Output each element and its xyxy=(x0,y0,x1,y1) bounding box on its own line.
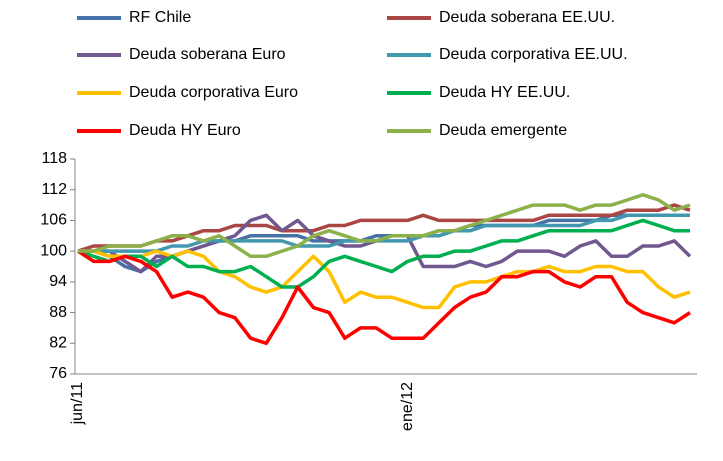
legend-label: Deuda soberana Euro xyxy=(129,46,286,63)
y-tick-label: 76 xyxy=(49,365,67,382)
legend-label: Deuda emergente xyxy=(439,122,567,139)
y-tick-label: 88 xyxy=(49,304,67,321)
legend-label: RF Chile xyxy=(129,9,191,26)
series-line xyxy=(77,203,691,253)
y-tick-label: 94 xyxy=(49,273,67,290)
y-tick-label: 82 xyxy=(49,335,67,352)
y-tick-label: 106 xyxy=(40,212,67,229)
x-tick-label: ene/12 xyxy=(399,382,416,431)
series-line xyxy=(78,249,691,310)
series-line xyxy=(78,193,691,259)
legend-label: Deuda corporativa Euro xyxy=(129,84,298,101)
y-tick-label: 118 xyxy=(41,150,67,167)
series-line xyxy=(77,249,691,346)
y-tick-label: 100 xyxy=(40,242,67,259)
legend-label: Deuda soberana EE.UU. xyxy=(439,9,615,26)
legend-label: Deuda corporativa EE.UU. xyxy=(439,46,628,63)
y-tick-label: 112 xyxy=(41,181,67,198)
series-line xyxy=(78,213,690,253)
x-tick-label: jun/11 xyxy=(69,382,86,426)
series-line xyxy=(78,213,692,274)
legend-label: Deuda HY Euro xyxy=(129,122,241,139)
series-line xyxy=(77,218,690,289)
legend-label: Deuda HY EE.UU. xyxy=(439,84,570,101)
